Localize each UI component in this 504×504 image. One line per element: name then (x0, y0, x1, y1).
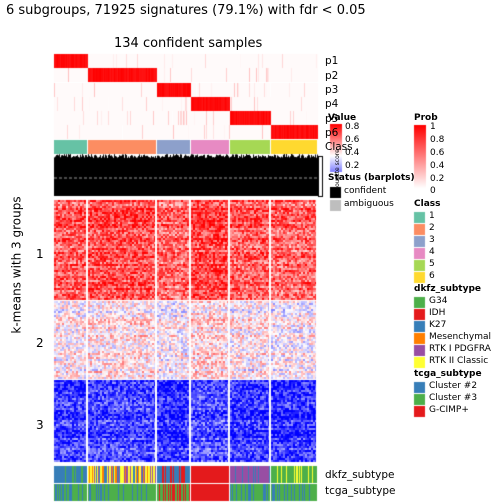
legend-dkfz-item: K27 (429, 320, 447, 330)
row-label-p5: p5 (325, 113, 339, 125)
legend-class-item: 1 (429, 211, 435, 221)
chart-subtitle: 134 confident samples (114, 36, 263, 51)
legend-value-tick: 0.2 (345, 161, 360, 171)
legend-prob-title: Prob (414, 113, 438, 123)
legend-status-confident: confident (344, 186, 387, 196)
legend-value-tick: 0.4 (345, 148, 360, 158)
row-label-p2: p2 (325, 70, 339, 82)
legend-prob-tick: 0.2 (430, 174, 445, 184)
row-group-label-3: 3 (36, 418, 44, 432)
legend-tcga-item: Cluster #2 (429, 381, 478, 391)
legend-prob-tick: 0.6 (430, 148, 445, 158)
legend-dkfz-item: IDH (429, 308, 446, 318)
legend-value-tick: 0.6 (345, 135, 360, 145)
row-group-label-2: 2 (36, 336, 44, 350)
legend-status-ambiguous: ambiguous (344, 199, 394, 209)
legend-prob-tick: 0 (430, 186, 436, 196)
legend-prob-tick: 1 (430, 122, 436, 132)
chart-title: 6 subgroups, 71925 signatures (79.1%) wi… (6, 3, 366, 18)
row-label-tcga-subtype: tcga_subtype (325, 485, 396, 497)
row-label-p4: p4 (325, 98, 339, 110)
row-label-p1: p1 (325, 55, 339, 67)
legend-dkfz-title: dkfz_subtype (414, 284, 482, 294)
legend-tcga-item: Cluster #3 (429, 393, 478, 403)
y-axis-label: k-means with 3 groups (9, 196, 24, 334)
legend-dkfz-item: RTK II Classic (429, 356, 489, 366)
legend-class-item: 3 (429, 235, 435, 245)
row-group-label-1: 1 (36, 247, 44, 261)
legend-class-item: 5 (429, 259, 435, 269)
legend-class-item: 2 (429, 223, 435, 233)
legend-prob-tick: 0.4 (430, 161, 445, 171)
row-label-dkfz-subtype: dkfz_subtype (325, 469, 395, 481)
row-label-p3: p3 (325, 84, 339, 96)
legend-status-title: Status (barplots) (328, 173, 415, 183)
legend-value-tick: 0.8 (345, 122, 360, 132)
row-label-class: Class (325, 141, 353, 153)
legend-class-item: 4 (429, 247, 435, 257)
legend-tcga-title: tcga_subtype (414, 369, 482, 379)
legend-dkfz-item: RTK I PDGFRA (429, 344, 491, 354)
legend-prob-tick: 0.8 (430, 135, 445, 145)
legend-class-title: Class (414, 199, 441, 209)
legend-value-title: Value (328, 113, 357, 123)
legend-class-item: 6 (429, 271, 435, 281)
legend-tcga-item: G-CIMP+ (429, 405, 469, 415)
legend-dkfz-item: G34 (429, 296, 448, 306)
row-label-p6: p6 (325, 127, 339, 139)
legend-dkfz-item: Mesenchymal (429, 332, 491, 342)
